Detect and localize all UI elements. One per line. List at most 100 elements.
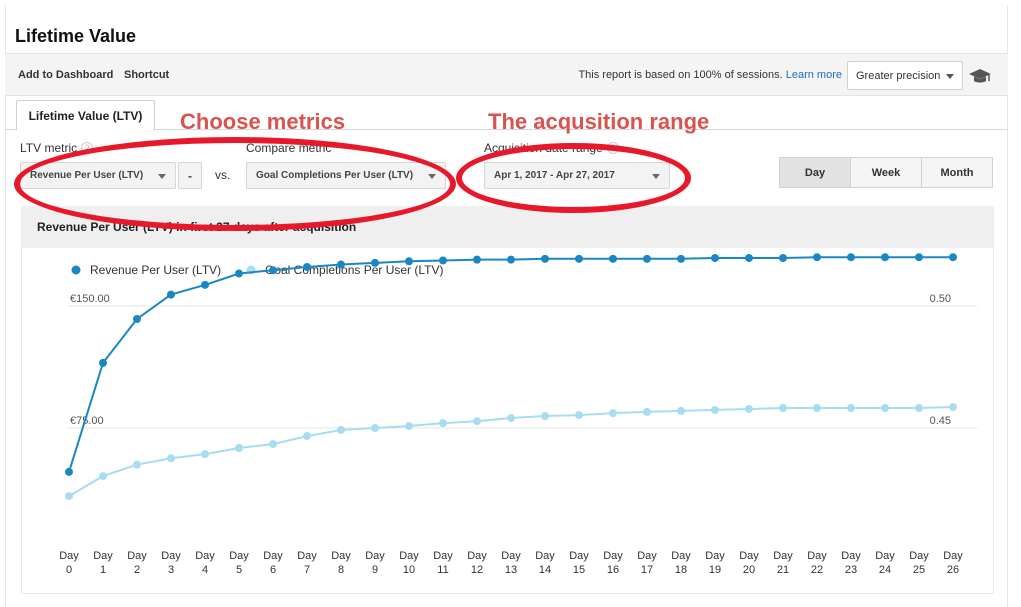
data-point — [813, 403, 821, 412]
data-point — [541, 254, 549, 263]
x-tick-label-prefix: Day — [705, 550, 725, 562]
x-tick-label-prefix: Day — [195, 550, 215, 562]
compare-metric-label: Compare metric — [246, 141, 332, 155]
x-tick-label: 13 — [505, 564, 517, 576]
granularity-week-button[interactable]: Week — [850, 157, 922, 188]
x-tick-label-prefix: Day — [161, 550, 181, 562]
x-tick-label: 20 — [743, 564, 755, 576]
data-point — [745, 254, 753, 263]
x-tick-label-prefix: Day — [263, 550, 283, 562]
x-tick-label: 17 — [641, 564, 653, 576]
data-point — [609, 254, 617, 263]
data-point — [745, 404, 753, 413]
data-point — [439, 419, 447, 428]
x-tick-label-prefix: Day — [535, 550, 555, 562]
x-tick-label-prefix: Day — [841, 550, 861, 562]
shortcut-button[interactable]: Shortcut — [124, 69, 170, 81]
data-point — [269, 266, 277, 275]
help-icon[interactable]: ? — [81, 142, 94, 154]
data-point — [507, 255, 515, 264]
chevron-down-icon — [158, 174, 166, 179]
x-tick-label-prefix: Day — [59, 550, 79, 562]
data-point — [881, 403, 889, 412]
chart-title: Revenue Per User (LTV) in first 27 days … — [37, 220, 357, 234]
data-point — [711, 405, 719, 414]
data-point — [949, 403, 957, 412]
data-point — [575, 254, 583, 263]
compare-metric-value: Goal Completions Per User (LTV) — [256, 170, 414, 181]
legend-marker — [71, 265, 81, 275]
data-point — [711, 254, 719, 263]
ltv-metric-label: LTV metric? — [20, 141, 94, 155]
x-tick-label-prefix: Day — [297, 550, 317, 562]
x-tick-label-prefix: Day — [569, 550, 589, 562]
data-point — [507, 413, 515, 422]
x-tick-label: 21 — [777, 564, 789, 576]
x-tick-label: 26 — [947, 564, 959, 576]
date-range-label: Acquisition date range? — [484, 141, 619, 155]
sampling-note: This report is based on 100% of sessions… — [578, 69, 842, 81]
help-icon[interactable]: ? — [606, 142, 619, 154]
data-point — [439, 256, 447, 265]
x-tick-label: 14 — [539, 564, 551, 576]
learn-more-link[interactable]: Learn more — [785, 69, 842, 81]
data-point — [677, 254, 685, 263]
data-point — [813, 253, 821, 262]
x-tick-label: 7 — [304, 564, 310, 576]
ltv-metric-dropdown[interactable]: Revenue Per User (LTV) — [20, 162, 176, 189]
x-tick-label: 11 — [437, 564, 448, 576]
x-tick-label-prefix: Day — [875, 550, 895, 562]
tab-lifetime-value[interactable]: Lifetime Value (LTV) — [16, 100, 155, 131]
data-point — [167, 454, 175, 463]
x-tick-label: 6 — [270, 564, 276, 576]
add-to-dashboard-button[interactable]: Add to Dashboard — [18, 69, 114, 81]
x-tick-label-prefix: Day — [603, 550, 623, 562]
x-tick-label: 25 — [913, 564, 925, 576]
x-tick-label-prefix: Day — [943, 550, 963, 562]
x-tick-label: 0 — [66, 564, 72, 576]
data-point — [269, 440, 277, 449]
series-line — [68, 256, 953, 473]
y-right-tick-label: 0.50 — [930, 293, 951, 305]
vs-label: vs. — [215, 168, 231, 182]
x-tick-label: 12 — [471, 564, 483, 576]
remove-metric-button[interactable]: - — [178, 162, 202, 189]
compare-metric-dropdown[interactable]: Goal Completions Per User (LTV) — [246, 162, 446, 189]
precision-select[interactable]: Greater precision — [847, 61, 963, 90]
data-point — [337, 260, 345, 269]
date-range-label-text: Acquisition date range — [484, 141, 603, 155]
data-point — [201, 450, 209, 459]
data-point — [575, 411, 583, 420]
page-title: Lifetime Value — [15, 26, 137, 46]
data-point — [65, 467, 73, 476]
date-range-picker[interactable]: Apr 1, 2017 - Apr 27, 2017 — [484, 162, 670, 189]
x-tick-label: 18 — [675, 564, 687, 576]
graduation-cap-icon[interactable] — [968, 66, 992, 86]
data-point — [473, 255, 481, 264]
x-tick-label: 9 — [372, 564, 378, 576]
data-point — [643, 254, 651, 263]
x-tick-label: 3 — [168, 564, 174, 576]
x-tick-label-prefix: Day — [331, 550, 351, 562]
chart-header: Revenue Per User (LTV) in first 27 days … — [21, 206, 994, 248]
x-tick-label: 23 — [845, 564, 857, 576]
x-tick-label-prefix: Day — [739, 550, 759, 562]
x-tick-label: 8 — [338, 564, 344, 576]
x-tick-label: 15 — [573, 564, 585, 576]
x-tick-label: 2 — [134, 564, 140, 576]
data-point — [201, 280, 209, 289]
granularity-day-button[interactable]: Day — [779, 157, 851, 188]
report-toolbar: Add to Dashboard Shortcut This report is… — [5, 53, 1008, 96]
ltv-metric-value: Revenue Per User (LTV) — [30, 170, 144, 181]
chevron-down-icon — [652, 174, 660, 179]
granularity-month-button[interactable]: Month — [921, 157, 993, 188]
data-point — [65, 492, 73, 501]
x-tick-label-prefix: Day — [399, 550, 419, 562]
x-tick-label: 22 — [811, 564, 823, 576]
x-tick-label: 24 — [879, 564, 891, 576]
chevron-down-icon — [428, 174, 436, 179]
x-tick-label: 1 — [100, 564, 106, 576]
x-tick-label: 5 — [236, 564, 242, 576]
data-point — [643, 407, 651, 416]
x-tick-label-prefix: Day — [229, 550, 249, 562]
